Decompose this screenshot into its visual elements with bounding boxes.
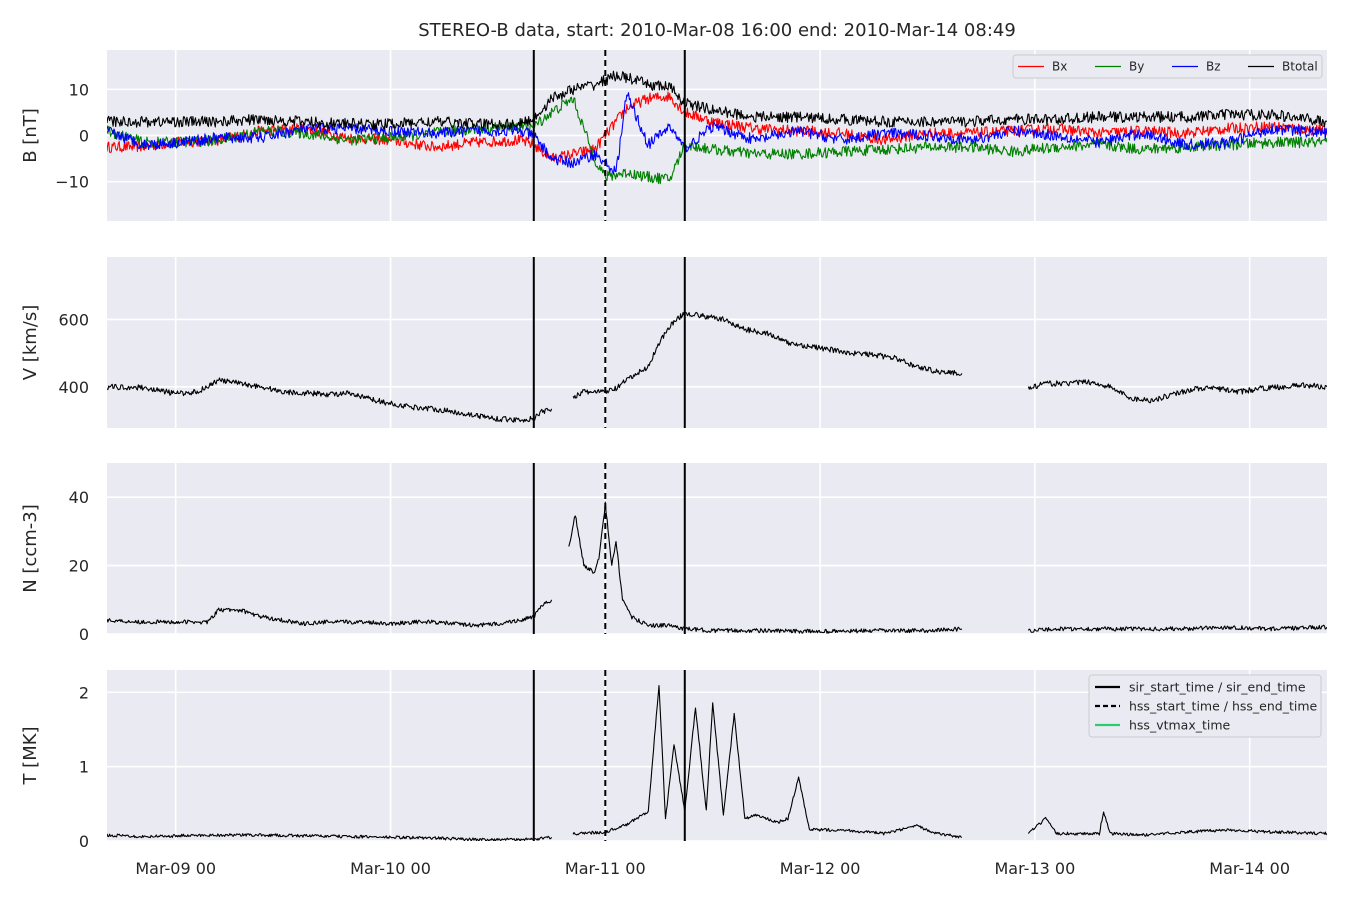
plot-area-n <box>107 463 1327 634</box>
y-axis-label-v: V [km/s] <box>20 305 41 380</box>
y-axis-label-b: B [nT] <box>20 108 41 163</box>
figure-title: STEREO-B data, start: 2010-Mar-08 16:00 … <box>418 20 1016 41</box>
series-group-b <box>107 70 1327 185</box>
series-line-v-data-1 <box>572 311 963 399</box>
legend-event-label-1: hss_start_time / hss_end_time <box>1129 699 1318 714</box>
x-tick-label-5: Mar-14 00 <box>1209 859 1290 878</box>
y-tick-label-t-2: 2 <box>79 683 89 702</box>
series-line-t-data-0 <box>107 833 553 841</box>
y-tick-label-v-0: 400 <box>58 378 89 397</box>
legend-label-Btotal: Btotal <box>1282 60 1318 74</box>
series-line-b-By-0 <box>107 96 1327 185</box>
panel-density: 0 20 40 N [ccm-3] <box>20 463 1327 644</box>
y-tick-label-n-1: 20 <box>69 557 89 576</box>
plot-area-v <box>107 257 1327 428</box>
series-line-t-data-2 <box>1027 811 1327 837</box>
y-axis-label-t: T [MK] <box>20 726 41 785</box>
y-axis-label-n: N [ccm-3] <box>20 504 41 593</box>
series-line-b-Btotal-0 <box>107 70 1327 130</box>
x-tick-label-0: Mar-09 00 <box>135 859 216 878</box>
y-tick-label-b-1: 0 <box>79 127 89 146</box>
series-line-n-data-0 <box>107 599 553 628</box>
legend-b-frame <box>1012 54 1323 79</box>
series-line-n-data-1 <box>568 501 963 634</box>
x-axis: Mar-09 00 Mar-10 00 Mar-11 00 Mar-12 00 Mar-… <box>135 859 1290 878</box>
legend-label-Bx: Bx <box>1052 60 1067 74</box>
y-tick-label-t-0: 0 <box>79 832 89 851</box>
series-line-t-data-1 <box>572 685 963 839</box>
series-group-v <box>107 311 1327 423</box>
legend-label-Bz: Bz <box>1206 60 1221 74</box>
y-tick-label-b-2: 10 <box>69 80 89 99</box>
series-line-b-Bx-0 <box>107 91 1327 163</box>
x-tick-label-4: Mar-13 00 <box>995 859 1076 878</box>
panel-velocity: 400 600 V [km/s] <box>20 257 1327 428</box>
series-group-t <box>107 685 1327 841</box>
y-tick-label-n-2: 40 <box>69 488 89 507</box>
y-tick-label-n-0: 0 <box>79 625 89 644</box>
series-line-v-data-0 <box>107 377 553 423</box>
legend-t-frame <box>1088 674 1322 738</box>
x-tick-label-2: Mar-11 00 <box>565 859 646 878</box>
y-tick-label-v-1: 600 <box>58 310 89 329</box>
legend-label-By: By <box>1129 60 1144 74</box>
x-tick-label-1: Mar-10 00 <box>350 859 431 878</box>
y-tick-label-b-0: −10 <box>55 173 89 192</box>
x-tick-label-3: Mar-12 00 <box>780 859 861 878</box>
legend-event-label-0: sir_start_time / sir_end_time <box>1129 680 1306 695</box>
y-tick-label-t-1: 1 <box>79 758 89 777</box>
series-line-v-data-2 <box>1027 379 1327 404</box>
legend-event-label-2: hss_vtmax_time <box>1129 718 1231 733</box>
series-line-n-data-2 <box>1027 624 1327 633</box>
series-group-n <box>107 501 1327 634</box>
legend-magnetic-field: Bx By Bz Btotal <box>1012 54 1323 79</box>
legend-events: sir_start_time / sir_end_time hss_start_t… <box>1088 674 1322 738</box>
